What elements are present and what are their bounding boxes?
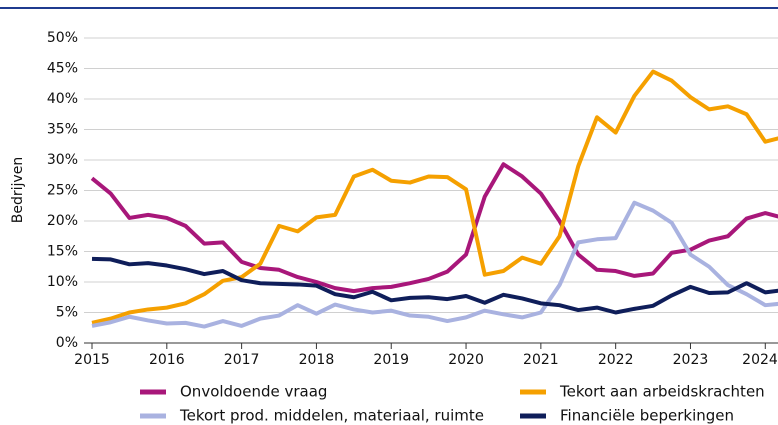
series-line <box>91 200 778 329</box>
x-tick-label: 2020 <box>448 352 484 368</box>
y-tick-label: 0% <box>56 335 78 351</box>
y-tick-label: 40% <box>47 91 78 107</box>
x-tick-label: 2019 <box>373 352 409 368</box>
x-tick-label: 2023 <box>673 352 709 368</box>
x-tick-label: 2015 <box>74 352 110 368</box>
legend-label: Financiële beperkingen <box>560 407 734 425</box>
y-tick-label: 25% <box>47 183 78 199</box>
plot <box>90 69 778 329</box>
x-tick-label: 2024 <box>742 352 778 368</box>
x-tick-label: 2021 <box>523 352 559 368</box>
legend-label: Onvoldoende vraag <box>180 383 327 401</box>
legend: Onvoldoende vraag Tekort aan arbeidskrach… <box>140 383 765 425</box>
x-tick-label: 2018 <box>299 352 335 368</box>
y-tick-label: 35% <box>47 122 78 138</box>
series-line <box>91 69 778 325</box>
series-line <box>91 256 778 315</box>
x-tick-label: 2017 <box>224 352 260 368</box>
x-tick-label: 2022 <box>598 352 634 368</box>
y-axis-label: Bedrijven <box>10 157 26 223</box>
grid: 0% 5% 10% 15% 20% 25% 30% 35% 40% 45% 50% 2015 2016 2… <box>47 30 778 368</box>
y-tick-label: 5% <box>56 305 78 321</box>
y-tick-label: 10% <box>47 274 78 290</box>
y-tick-label: 50% <box>47 30 78 46</box>
y-tick-label: 45% <box>47 61 78 77</box>
legend-label: Tekort prod. middelen, materiaal, ruimte <box>179 407 484 425</box>
y-tick-label: 30% <box>47 152 78 168</box>
y-tick-label: 15% <box>47 244 78 260</box>
y-tick-label: 20% <box>47 213 78 229</box>
x-tick-label: 2016 <box>149 352 185 368</box>
series-line <box>90 162 778 294</box>
legend-label: Tekort aan arbeidskrachten <box>559 383 765 401</box>
